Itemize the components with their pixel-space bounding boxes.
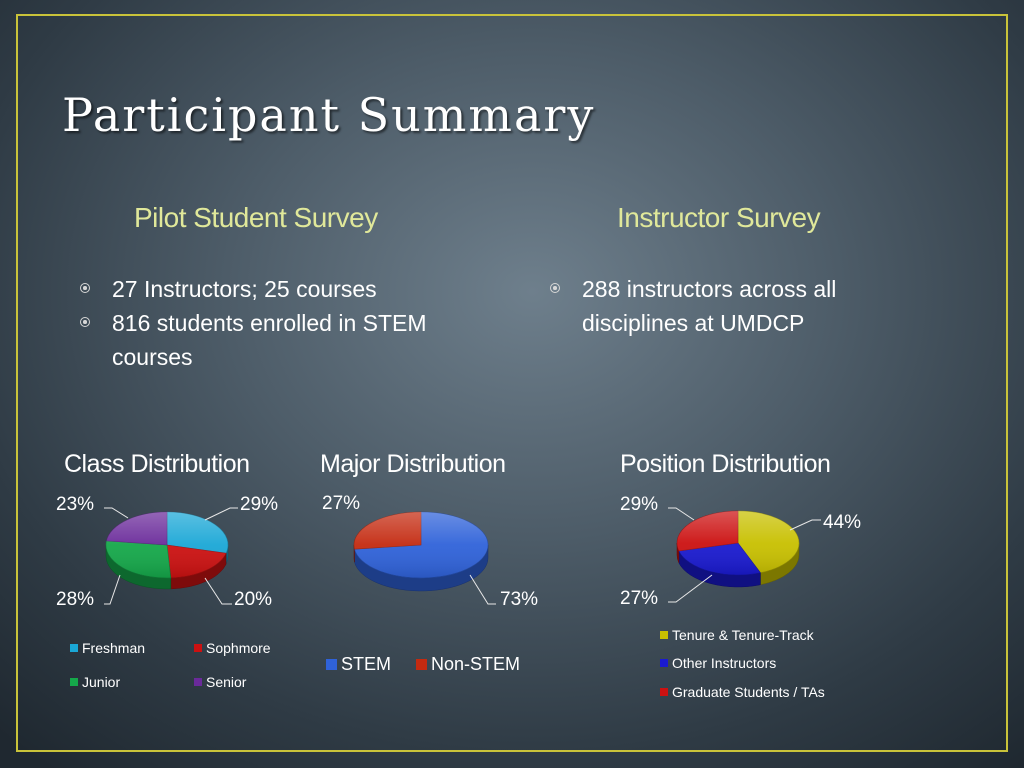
pilot-survey-bullets: 27 Instructors; 25 courses 816 students … <box>80 272 500 374</box>
pie-gloss <box>354 512 488 578</box>
major-distribution-title: Major Distribution <box>320 450 506 478</box>
legend-swatch <box>660 659 668 668</box>
legend-label: Tenure & Tenure-Track <box>672 627 814 643</box>
legend-swatch <box>326 658 337 670</box>
data-label-other-instructors: 27% <box>620 588 658 609</box>
class-distribution-title: Class Distribution <box>64 450 250 478</box>
legend-label: Sophmore <box>206 640 271 656</box>
leader-line <box>469 574 496 605</box>
legend-item-stem: STEM <box>326 654 391 675</box>
legend-item-graduate-students-tas: Graduate Students / TAs <box>660 684 825 700</box>
bullet-item: 27 Instructors; 25 courses <box>80 272 500 306</box>
legend-swatch <box>416 658 427 670</box>
instructor-survey-bullets: 288 instructors across all disciplines a… <box>550 272 900 340</box>
legend-label: Graduate Students / TAs <box>672 684 825 700</box>
legend-item-tenure-tenure-track: Tenure & Tenure-Track <box>660 627 814 643</box>
legend-label: Other Instructors <box>672 655 777 671</box>
leader-line <box>104 507 129 519</box>
bullet-icon <box>80 317 90 327</box>
data-label-graduate-students-tas: 29% <box>620 494 658 515</box>
leader-line <box>789 519 821 531</box>
leader-line <box>204 507 238 521</box>
major-distribution-pie: 73% 27% <box>322 493 538 610</box>
data-label-stem: 73% <box>500 589 538 610</box>
legend-swatch <box>194 644 202 653</box>
bullet-item: 816 students enrolled in STEM courses <box>80 306 500 374</box>
leader-line <box>104 574 121 605</box>
pilot-survey-heading: Pilot Student Survey <box>134 202 378 233</box>
leader-line <box>668 507 695 521</box>
leader-line <box>668 574 713 603</box>
legend-item-non-stem: Non-STEM <box>416 654 520 675</box>
pie-gloss <box>106 512 228 578</box>
legend-swatch <box>70 678 78 687</box>
leader-line <box>204 577 232 605</box>
data-label-sophmore: 20% <box>234 589 272 610</box>
legend-swatch <box>70 644 78 653</box>
slide-title: Participant Summary <box>62 88 596 142</box>
bullet-item: 288 instructors across all disciplines a… <box>550 272 900 340</box>
legend-label: Freshman <box>82 640 146 656</box>
legend-swatch <box>194 678 202 687</box>
class-distribution-pie: 29% 20% 28% 23% <box>56 494 278 610</box>
data-label-junior: 28% <box>56 589 94 610</box>
legend-label: STEM <box>341 654 392 674</box>
data-label-non-stem: 27% <box>322 493 360 514</box>
bullet-icon <box>80 283 90 293</box>
legend-swatch <box>660 631 668 640</box>
legend-item-senior: Senior <box>194 674 246 690</box>
data-label-freshman: 29% <box>240 494 278 515</box>
pie-gloss <box>677 511 799 575</box>
position-distribution-pie: 44% 27% 29% <box>620 494 861 609</box>
legend-label: Junior <box>82 674 121 690</box>
legend-item-junior: Junior <box>70 674 120 690</box>
legend-item-sophmore: Sophmore <box>194 640 271 656</box>
data-label-senior: 23% <box>56 494 94 515</box>
instructor-survey-heading: Instructor Survey <box>617 202 821 233</box>
position-distribution-title: Position Distribution <box>620 450 831 478</box>
legend-item-freshman: Freshman <box>70 640 145 656</box>
legend-label: Senior <box>206 674 247 690</box>
legend-item-other-instructors: Other Instructors <box>660 655 776 671</box>
data-label-tenure-tenure-track: 44% <box>823 512 861 533</box>
bullet-icon <box>550 283 560 293</box>
legend-swatch <box>660 688 668 697</box>
slide-frame <box>16 14 1008 752</box>
legend-label: Non-STEM <box>431 654 521 674</box>
